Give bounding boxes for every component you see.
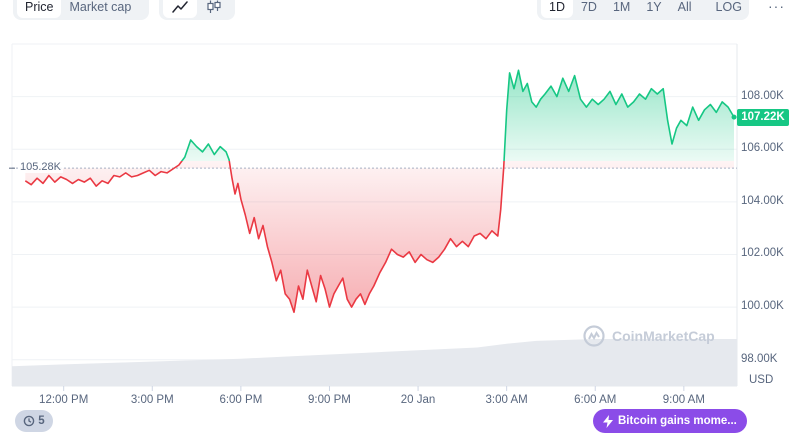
line-chart-icon xyxy=(172,1,188,13)
area-below-reference xyxy=(25,161,734,313)
history-count: 5 xyxy=(38,415,45,427)
x-tick-label: 3:00 PM xyxy=(130,394,174,406)
candlestick-button[interactable] xyxy=(197,0,231,18)
watermark-text: CoinMarketCap xyxy=(612,328,715,344)
x-tick-label: 9:00 PM xyxy=(308,394,351,406)
lightning-icon xyxy=(603,414,613,428)
chart-style-toggle xyxy=(159,0,235,20)
history-chip[interactable]: 5 xyxy=(15,410,53,432)
range-all[interactable]: All xyxy=(677,0,692,14)
x-tick-label: 6:00 PM xyxy=(219,394,263,406)
watermark: CoinMarketCap xyxy=(583,325,715,347)
news-chip[interactable]: Bitcoin gains mome... xyxy=(593,409,747,433)
x-tick-label: 6:00 AM xyxy=(574,394,617,406)
range-1d[interactable]: 1D xyxy=(541,0,573,18)
price-lines xyxy=(24,69,737,314)
y-tick-label: 104.00K xyxy=(741,194,784,207)
current-price-badge: 107.22K xyxy=(737,108,789,126)
area-above-reference xyxy=(181,70,734,161)
price-areas xyxy=(25,70,734,313)
tab-market-cap[interactable]: Market cap xyxy=(69,0,132,14)
range-7d[interactable]: 7D xyxy=(580,0,597,14)
y-tick-label: 108.00K xyxy=(741,89,784,102)
more-options-button[interactable]: ··· xyxy=(768,0,785,14)
tab-price[interactable]: Price xyxy=(17,0,62,18)
y-tick-label: 106.00K xyxy=(741,142,784,155)
more-options: ··· xyxy=(758,0,792,20)
y-tick-label: 102.00K xyxy=(741,247,784,260)
price-line-up xyxy=(180,69,735,161)
history-icon xyxy=(23,415,35,427)
current-price-dot xyxy=(731,114,737,120)
x-tick-label: 20 Jan xyxy=(400,394,436,406)
range-1m[interactable]: 1M xyxy=(612,0,631,14)
currency-label: USD xyxy=(749,374,774,386)
news-chip-text: Bitcoin gains mome... xyxy=(618,415,737,427)
time-range-selector: 1D 7D 1M 1Y All LOG xyxy=(537,0,749,20)
price-line-down xyxy=(24,161,505,314)
reference-price-label: 105.28K xyxy=(18,161,63,174)
log-scale-toggle[interactable]: LOG xyxy=(715,0,742,14)
x-tick-label: 9:00 AM xyxy=(662,394,705,406)
y-tick-label: 100.00K xyxy=(741,300,784,313)
range-1y[interactable]: 1Y xyxy=(646,0,662,14)
volume-area xyxy=(12,339,737,386)
candlestick-icon xyxy=(207,0,221,13)
coinmarketcap-logo-icon xyxy=(583,325,605,347)
line-chart-button[interactable] xyxy=(163,0,197,18)
chart-type-tabs: Price Market cap xyxy=(13,0,149,20)
y-tick-label: 98.00K xyxy=(741,352,778,365)
x-tick-label: 3:00 AM xyxy=(485,394,528,406)
x-tick-label: 12:00 PM xyxy=(39,394,89,406)
volume-area-shape xyxy=(12,339,737,386)
